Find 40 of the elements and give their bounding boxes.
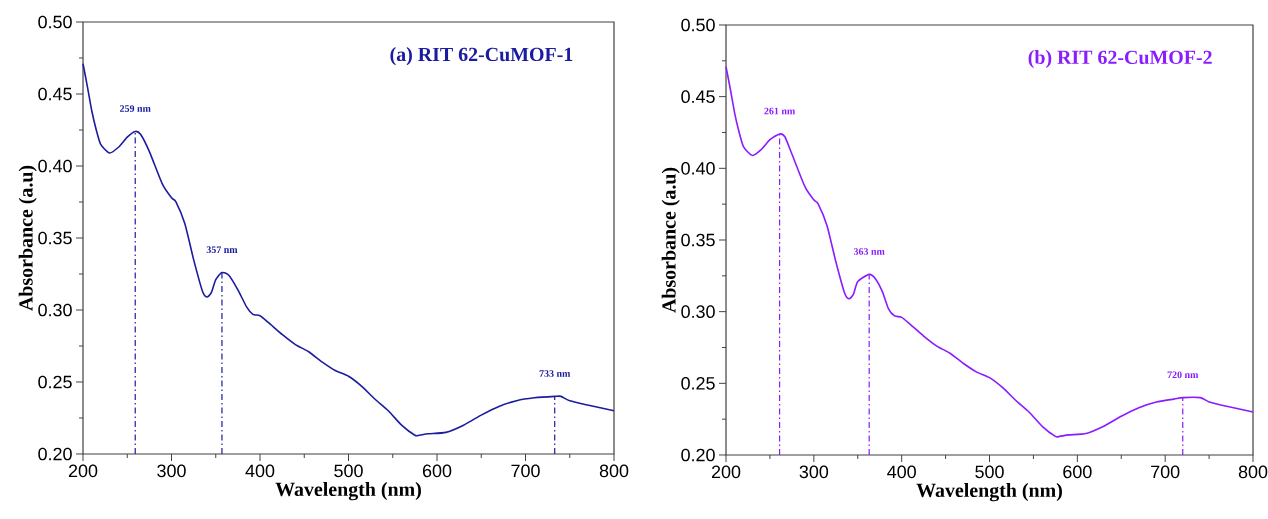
text: (a) RIT 62-CuMOF-1 [390, 47, 573, 66]
x-tick-label: 400 [887, 465, 916, 479]
text: (b) RIT 62-CuMOF-2 [1028, 50, 1212, 69]
x-tick-label: 800 [1238, 465, 1268, 479]
x-tick-label: 600 [422, 464, 452, 478]
annotation: 363 nm [853, 248, 885, 255]
annotation: 261 nm [764, 107, 796, 115]
y-tick-label: 0.30 [681, 305, 715, 318]
y-tick-label: 0.50 [681, 18, 715, 32]
annotation: 259 nm [120, 105, 151, 112]
y-tick-label: 0.20 [681, 448, 715, 462]
annotation: 733 nm [539, 370, 571, 377]
y-tick-label: 0.50 [38, 15, 72, 29]
y-tick-label: 0.30 [38, 303, 72, 317]
y-axis-title: Absorbance (a.u) [18, 165, 37, 311]
x-tick-label: 700 [1151, 465, 1180, 479]
annotation: 720 nm [1167, 371, 1199, 379]
y-tick-label: 0.25 [681, 376, 715, 390]
y-axis-title: Absorbance (a.u) [661, 167, 680, 313]
y-tick-label: 0.45 [681, 90, 715, 103]
x-tick-label: 200 [711, 465, 741, 479]
y-tick-label: 0.45 [38, 87, 72, 101]
x-tick-label: 300 [157, 464, 186, 478]
x-axis-title: Wavelength (nm) [916, 483, 1062, 502]
y-tick-label: 0.35 [681, 233, 715, 247]
x-tick-label: 200 [68, 464, 98, 478]
x-tick-label: 600 [1063, 465, 1092, 479]
x-tick-label: 500 [334, 464, 363, 478]
y-tick-label: 0.40 [681, 161, 715, 175]
y-tick-label: 0.25 [38, 375, 72, 389]
y-tick-label: 0.35 [38, 231, 72, 245]
y-tick-label: 0.20 [38, 447, 72, 461]
x-tick-label: 700 [511, 464, 540, 478]
x-axis-title: Wavelength (nm) [275, 482, 421, 501]
annotation: 357 nm [206, 246, 238, 254]
x-tick-label: 400 [245, 464, 275, 478]
x-tick-label: 800 [599, 464, 629, 478]
x-tick-label: 300 [799, 465, 829, 479]
x-tick-label: 500 [975, 465, 1004, 479]
y-tick-label: 0.40 [38, 159, 72, 173]
